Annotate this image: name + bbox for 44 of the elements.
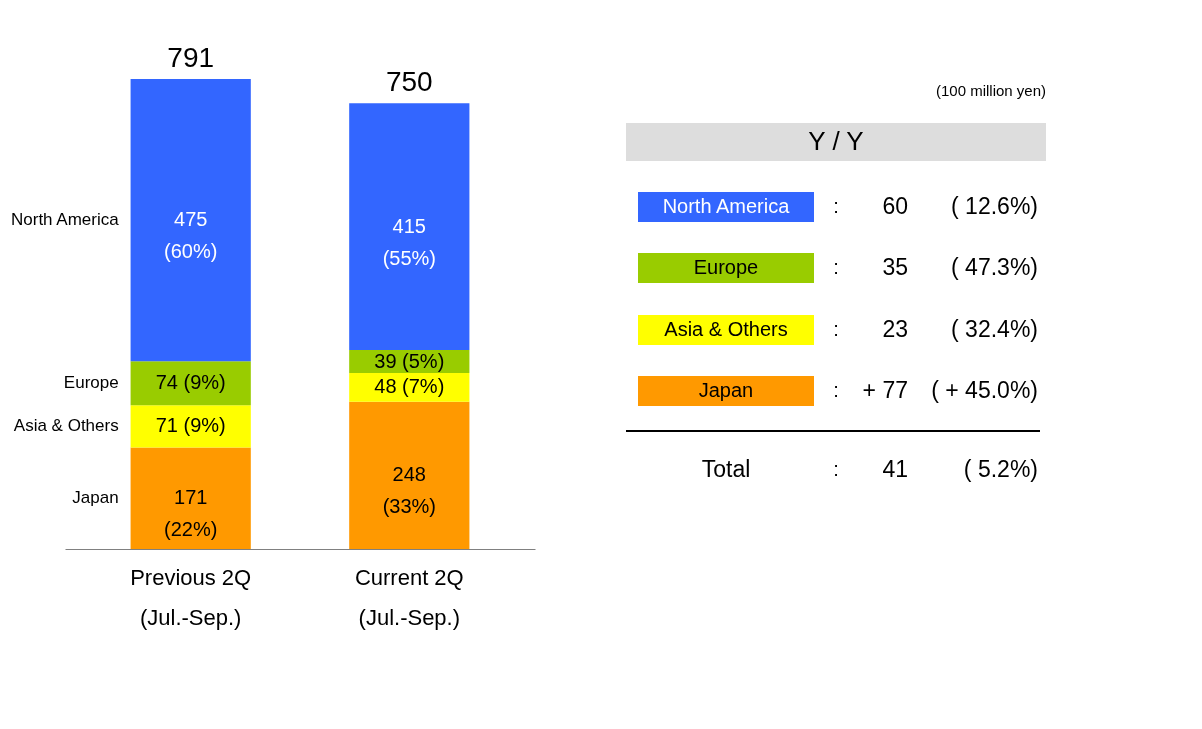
data-label: 171 (22%) <box>164 486 218 541</box>
text: Asia & Others <box>664 318 788 340</box>
data-label: 48 (7%) <box>374 375 445 398</box>
bar <box>130 405 251 448</box>
bar <box>349 401 470 549</box>
bar <box>349 103 470 350</box>
text: : <box>833 318 839 340</box>
text: North America <box>662 195 791 217</box>
bar <box>130 79 251 362</box>
text: Y / Y <box>808 126 864 156</box>
text: Japan <box>698 379 754 401</box>
text: : <box>833 379 839 401</box>
text: 35 <box>882 254 908 280</box>
data-label: 74 (9%) <box>155 371 226 394</box>
text: ( 12.6%) <box>951 193 1038 219</box>
total-label: 791 <box>167 42 215 73</box>
data-label: 39 (5%) <box>374 349 445 372</box>
x-tick-label: Previous 2Q (Jul.-Sep.) <box>130 564 252 630</box>
total-label: 750 <box>385 66 433 98</box>
text: : <box>833 195 839 217</box>
text: 23 <box>882 316 908 342</box>
text: : <box>833 458 839 480</box>
text: Europe <box>693 256 759 278</box>
series-label: Europe <box>63 373 119 393</box>
text: ( + 45.0%) <box>931 377 1038 403</box>
series-label: North America <box>10 210 120 230</box>
text: ( 32.4%) <box>951 316 1038 342</box>
text: 60 <box>882 193 908 219</box>
data-label: 71 (9%) <box>155 414 226 437</box>
text: + 77 <box>862 377 908 403</box>
data-label: 248 (33%) <box>382 463 436 518</box>
text: Total <box>701 456 751 482</box>
series-label: Japan <box>72 488 119 508</box>
data-label: 475 (60%) <box>164 208 218 263</box>
series-label: Asia & Others <box>13 416 119 436</box>
text: ( 5.2%) <box>963 456 1038 482</box>
bar <box>130 361 251 406</box>
text: ( 47.3%) <box>951 254 1038 280</box>
bar <box>130 447 251 549</box>
text: (100 million yen) <box>935 82 1046 99</box>
x-tick-label: Current 2Q (Jul.-Sep.) <box>354 564 464 630</box>
text: 41 <box>882 456 908 482</box>
data-label: 415 (55%) <box>382 214 436 269</box>
text: : <box>833 256 839 278</box>
